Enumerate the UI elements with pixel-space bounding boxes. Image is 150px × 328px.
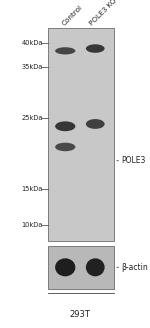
Text: 25kDa: 25kDa — [21, 115, 43, 121]
Ellipse shape — [86, 44, 105, 53]
Bar — [48, 28, 114, 241]
Text: 40kDa: 40kDa — [21, 40, 43, 46]
Text: 35kDa: 35kDa — [21, 64, 43, 70]
Text: POLE3: POLE3 — [122, 156, 146, 165]
Text: 293T: 293T — [70, 310, 91, 319]
Text: Control: Control — [61, 4, 84, 26]
Ellipse shape — [86, 258, 105, 276]
Bar — [48, 246, 114, 289]
Text: 10kDa: 10kDa — [21, 222, 43, 228]
Text: 15kDa: 15kDa — [21, 186, 43, 192]
Ellipse shape — [55, 121, 75, 131]
Text: β-actin: β-actin — [122, 263, 148, 272]
Ellipse shape — [55, 143, 75, 151]
Ellipse shape — [55, 258, 75, 276]
Ellipse shape — [55, 47, 75, 54]
Text: POLE3 KO: POLE3 KO — [89, 0, 118, 26]
Ellipse shape — [86, 119, 105, 129]
